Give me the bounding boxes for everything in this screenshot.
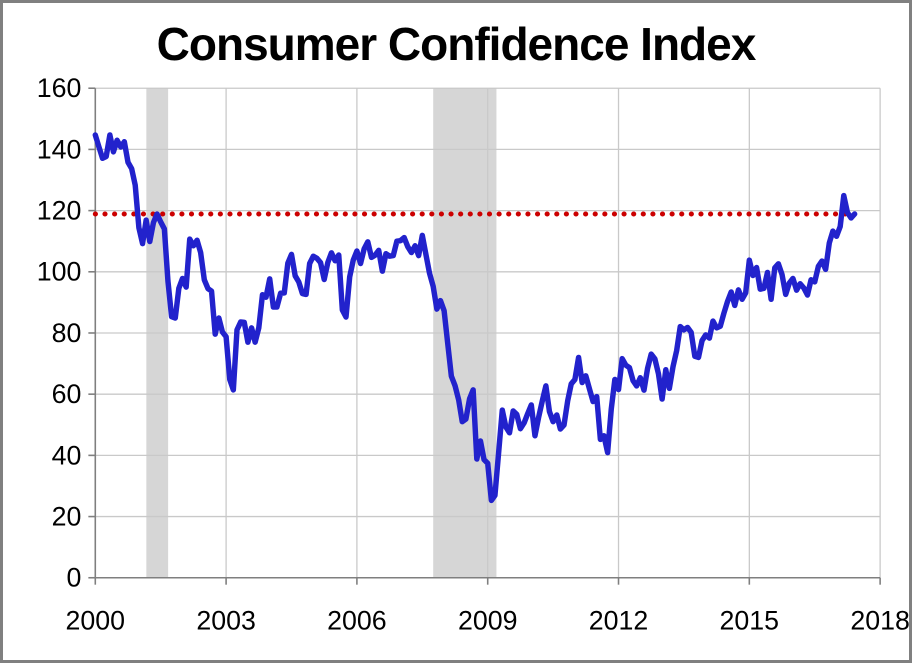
- x-tick-label: 2000: [66, 605, 126, 635]
- x-tick-label: 2006: [327, 605, 387, 635]
- x-tick-label: 2015: [720, 605, 780, 635]
- x-tick-label: 2018: [850, 605, 909, 635]
- y-tick-label: 100: [37, 257, 82, 287]
- y-tick-label: 140: [37, 134, 82, 164]
- y-tick-label: 20: [52, 501, 82, 531]
- y-tick-label: 120: [37, 196, 82, 226]
- chart-canvas: 2000 2003 2006 2009 2012 2015 2018 0 20 40 60 80 100…: [37, 73, 909, 635]
- y-tick-label: 80: [52, 318, 82, 348]
- chart-title: Consumer Confidence Index: [156, 18, 757, 70]
- y-tick-label: 160: [37, 73, 82, 103]
- x-tick-label: 2003: [196, 605, 256, 635]
- y-tick-label: 0: [67, 563, 82, 593]
- y-tick-label: 40: [52, 440, 82, 470]
- x-tick-label: 2009: [458, 605, 518, 635]
- data-line: [92, 132, 858, 504]
- x-tick-label: 2012: [589, 605, 649, 635]
- y-tick-label: 60: [52, 379, 82, 409]
